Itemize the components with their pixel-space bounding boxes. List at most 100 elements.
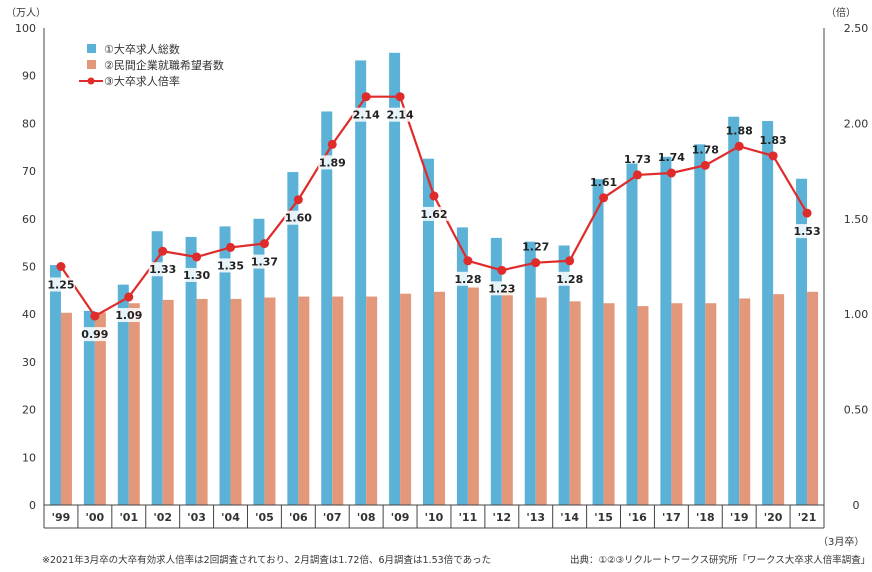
ratio-label: 1.61 — [590, 176, 617, 189]
legend-label-ratio: ③大卒求人倍率 — [104, 74, 180, 88]
ratio-point — [192, 252, 202, 262]
ratio-label-bg — [80, 327, 109, 342]
bar-job-openings — [626, 163, 638, 505]
ratio-label-bg — [182, 267, 211, 282]
ratio-point — [768, 151, 778, 161]
category-label: '07 — [323, 511, 342, 524]
bar-job-openings — [219, 226, 231, 505]
left-tick-label: 20 — [22, 404, 36, 417]
ratio-label-bg — [453, 271, 482, 286]
ratio-label: 2.14 — [353, 109, 380, 122]
ratio-point — [259, 239, 269, 249]
legend-swatch-seekers — [87, 60, 96, 69]
left-tick-label: 40 — [22, 308, 36, 321]
ratio-point — [361, 92, 371, 102]
bar-job-openings — [151, 231, 163, 505]
bar-job-openings — [83, 310, 95, 505]
category-label: '19 — [730, 511, 749, 524]
left-tick-label: 90 — [22, 70, 36, 83]
category-label: '08 — [357, 511, 376, 524]
ratio-label-bg — [250, 254, 279, 269]
bar-job-openings — [355, 60, 367, 505]
bar-job-openings — [728, 116, 740, 506]
bar-job-openings — [456, 227, 468, 506]
ratio-label: 0.99 — [81, 328, 108, 341]
bar-job-openings — [524, 241, 536, 506]
legend-label-seekers: ②民間企業就職希望者数 — [104, 58, 224, 72]
ratio-label: 1.78 — [692, 143, 719, 156]
category-label: '06 — [289, 511, 308, 524]
ratio-label-bg — [487, 281, 516, 296]
bar-job-seekers — [671, 303, 683, 505]
bar-job-openings — [558, 245, 570, 505]
category-label: '15 — [594, 511, 613, 524]
ratio-label: 1.35 — [217, 259, 244, 272]
category-label: '02 — [153, 511, 172, 524]
bar-job-seekers — [535, 297, 547, 505]
ratio-label: 1.28 — [454, 273, 481, 286]
category-label: '20 — [764, 511, 783, 524]
ratio-label: 1.28 — [556, 273, 583, 286]
ratio-label: 1.88 — [726, 124, 753, 137]
bar-job-seekers — [332, 296, 344, 505]
ratio-point — [293, 195, 303, 205]
axes — [43, 28, 825, 529]
bar-job-seekers — [162, 299, 174, 505]
ratio-label-bg — [148, 262, 177, 277]
ratio-point — [56, 262, 66, 271]
ratio-label: 1.60 — [285, 212, 312, 225]
ratio-label-bg — [46, 277, 75, 292]
category-label: '17 — [662, 511, 681, 524]
bar-job-openings — [660, 156, 672, 506]
ratio-point — [565, 256, 575, 266]
bar-job-openings — [253, 218, 265, 506]
category-label: '09 — [391, 511, 410, 524]
bar-job-seekers — [773, 294, 785, 505]
ratio-point — [700, 160, 710, 170]
bar-job-openings — [287, 172, 299, 505]
ratio-point — [734, 141, 744, 151]
ratio-label: 1.74 — [658, 151, 685, 164]
ratio-label: 1.30 — [183, 269, 210, 282]
ratio-label-bg — [284, 210, 313, 225]
ratio-point — [632, 170, 642, 180]
bar-job-seekers — [94, 312, 106, 505]
right-axis-ticks: 0 0.50 1.00 1.50 2.00 2.50 — [844, 22, 869, 512]
bar-job-seekers — [569, 301, 581, 505]
ratio-line — [56, 92, 812, 321]
bar-job-seekers — [60, 312, 72, 505]
category-label: '03 — [187, 511, 206, 524]
category-label: '99 — [52, 511, 71, 524]
bar-job-seekers — [603, 303, 615, 505]
ratio-label: 1.89 — [319, 156, 346, 169]
left-tick-label: 0 — [29, 499, 36, 512]
left-tick-label: 80 — [22, 117, 36, 130]
left-tick-label: 50 — [22, 261, 36, 274]
left-tick-label: 70 — [22, 165, 36, 178]
left-tick-label: 60 — [22, 213, 36, 226]
ratio-labels: 1.25 0.99 1.09 1.33 1.30 1.35 1.37 1.60 1.89 2.14… — [46, 107, 822, 342]
right-tick-label: 2.50 — [844, 22, 869, 35]
ratio-label: 1.09 — [115, 309, 142, 322]
ratio-label: 1.53 — [793, 225, 820, 238]
ratio-label: 1.37 — [251, 256, 278, 269]
category-label: '10 — [425, 511, 444, 524]
right-axis-unit: （倍） — [826, 6, 856, 19]
ratio-label-bg — [114, 308, 143, 323]
bar-job-seekers — [230, 298, 242, 505]
bar-job-openings — [592, 179, 604, 506]
category-label: '00 — [86, 511, 105, 524]
bar-job-seekers — [298, 296, 310, 505]
ratio-label-bg — [555, 271, 584, 286]
ratio-point — [158, 246, 168, 256]
ratio-label-bg — [318, 155, 347, 170]
ratio-label: 1.23 — [488, 282, 515, 295]
category-label: '21 — [798, 511, 817, 524]
right-tick-label: 0 — [853, 499, 860, 512]
left-tick-label: 10 — [22, 451, 36, 464]
ratio-label-bg — [386, 107, 415, 122]
category-label: '01 — [119, 511, 138, 524]
ratio-point — [124, 292, 134, 302]
bar-job-openings — [762, 121, 774, 505]
